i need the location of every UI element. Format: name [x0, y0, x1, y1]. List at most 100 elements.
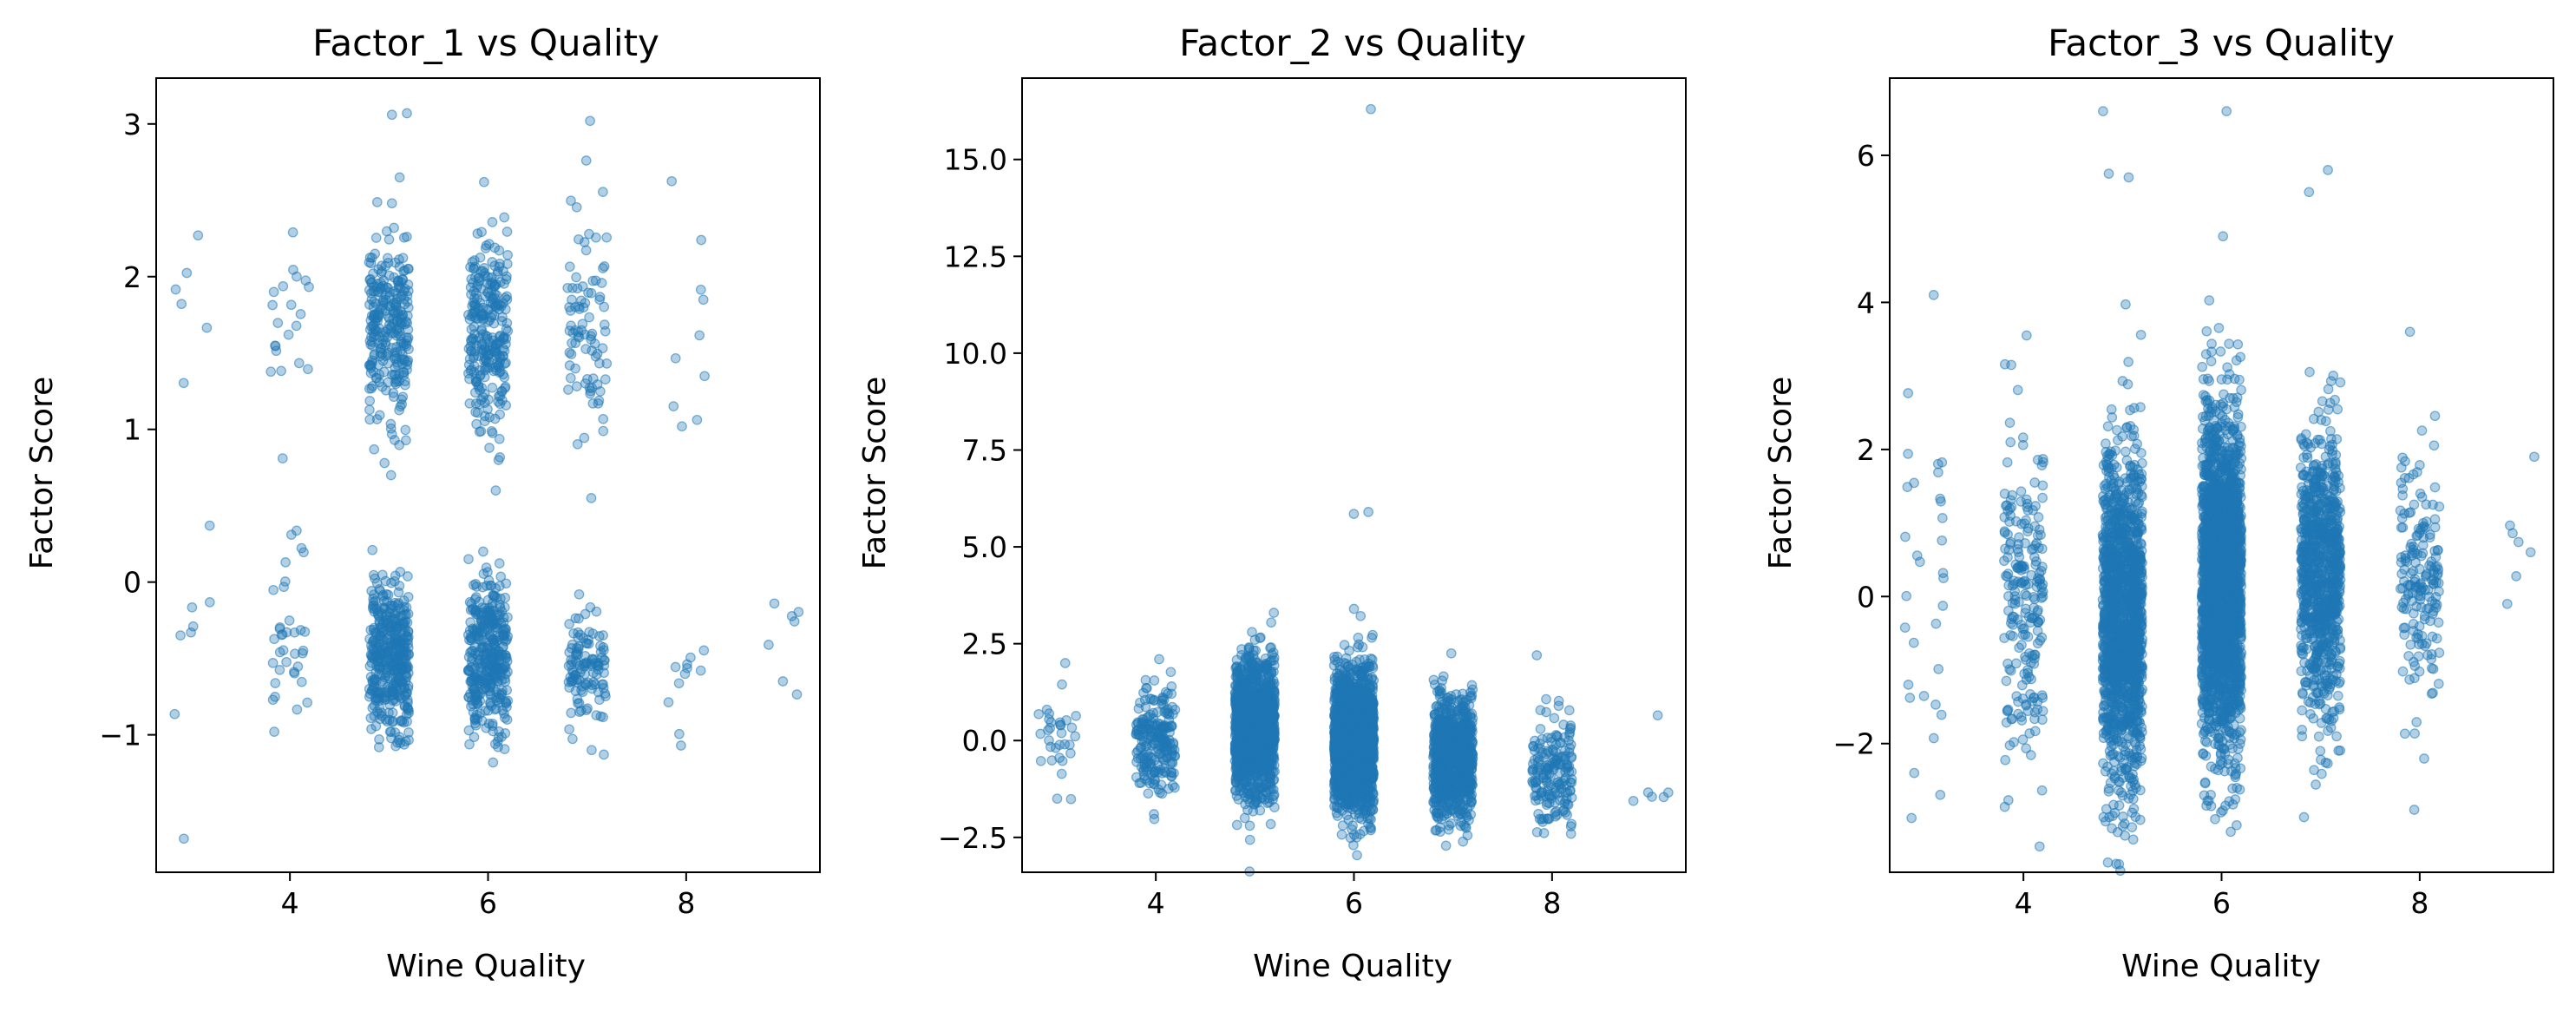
data-point — [470, 301, 481, 312]
data-point — [489, 260, 500, 272]
data-point — [1247, 779, 1258, 789]
data-point — [570, 338, 581, 349]
data-point — [1250, 750, 1262, 760]
data-point — [278, 645, 289, 656]
data-point — [397, 391, 409, 403]
data-point — [1140, 701, 1151, 713]
data-point — [1137, 713, 1148, 725]
data-point — [398, 367, 410, 378]
data-point — [384, 286, 396, 298]
data-point — [278, 280, 289, 292]
data-point — [492, 298, 503, 309]
data-point — [1242, 714, 1252, 726]
data-point — [287, 227, 298, 238]
data-point — [670, 352, 681, 364]
data-point — [1265, 818, 1276, 830]
data-point — [567, 283, 578, 293]
data-point — [377, 260, 387, 272]
data-point — [389, 435, 400, 445]
data-point — [366, 640, 377, 651]
data-point — [269, 726, 279, 737]
data-point — [599, 749, 609, 760]
data-point — [267, 694, 279, 706]
data-point — [570, 363, 580, 374]
data-point — [501, 701, 512, 713]
data-point — [494, 558, 505, 568]
data-point — [397, 625, 408, 635]
data-point — [368, 268, 378, 279]
data-point — [170, 284, 181, 295]
data-point — [386, 198, 397, 209]
data-point — [1255, 758, 1267, 769]
data-point — [394, 172, 405, 183]
data-point — [599, 301, 610, 312]
data-point — [501, 271, 512, 282]
data-point — [1170, 782, 1180, 793]
data-point — [479, 388, 490, 399]
data-point — [371, 197, 383, 207]
data-point — [593, 395, 605, 406]
data-point — [676, 740, 686, 751]
data-point — [566, 195, 576, 207]
data-point — [382, 253, 393, 264]
data-point — [789, 616, 800, 627]
data-point — [694, 330, 705, 341]
data-point — [769, 598, 780, 609]
data-point — [1059, 658, 1071, 668]
data-point — [601, 232, 613, 243]
data-point — [478, 546, 488, 557]
data-point — [1149, 809, 1159, 819]
data-point — [1056, 768, 1067, 779]
data-point — [674, 728, 685, 739]
data-point — [495, 665, 506, 675]
data-point — [493, 676, 504, 687]
data-point — [580, 155, 592, 166]
data-point — [486, 648, 497, 659]
data-point — [402, 108, 412, 119]
data-point — [383, 270, 395, 281]
data-point — [1262, 746, 1273, 758]
data-point — [692, 414, 703, 425]
data-point — [1336, 829, 1347, 840]
data-point — [1035, 755, 1046, 766]
data-point — [472, 407, 483, 418]
data-point — [486, 425, 497, 437]
data-point — [1065, 748, 1076, 759]
data-point — [176, 299, 187, 310]
data-point — [482, 317, 494, 327]
data-point — [594, 358, 605, 369]
data-point — [493, 455, 504, 465]
data-point — [386, 577, 397, 588]
data-point — [374, 410, 385, 421]
data-point — [403, 734, 414, 746]
data-point — [500, 592, 511, 603]
data-point — [1071, 711, 1081, 721]
data-point — [599, 319, 610, 330]
data-point — [365, 360, 377, 371]
data-point — [390, 727, 401, 738]
data-point — [279, 582, 289, 593]
data-point — [1266, 617, 1276, 628]
data-point — [673, 678, 685, 689]
data-point — [1352, 850, 1362, 861]
data-point — [383, 661, 394, 672]
data-point — [1268, 655, 1279, 666]
data-point — [204, 597, 215, 608]
data-point — [490, 485, 501, 496]
data-point — [565, 372, 576, 384]
data-point — [587, 745, 597, 756]
data-point — [292, 271, 302, 282]
data-point — [1162, 745, 1173, 756]
data-point — [280, 557, 291, 568]
data-point — [576, 295, 587, 306]
data-point — [388, 387, 399, 398]
data-point — [574, 613, 584, 624]
data-point — [474, 654, 485, 666]
data-point — [395, 716, 406, 726]
data-point — [272, 318, 284, 328]
data-point — [1251, 733, 1262, 745]
data-point — [290, 648, 300, 660]
data-point — [187, 601, 198, 613]
data-point — [764, 640, 774, 650]
data-point — [1055, 720, 1066, 731]
